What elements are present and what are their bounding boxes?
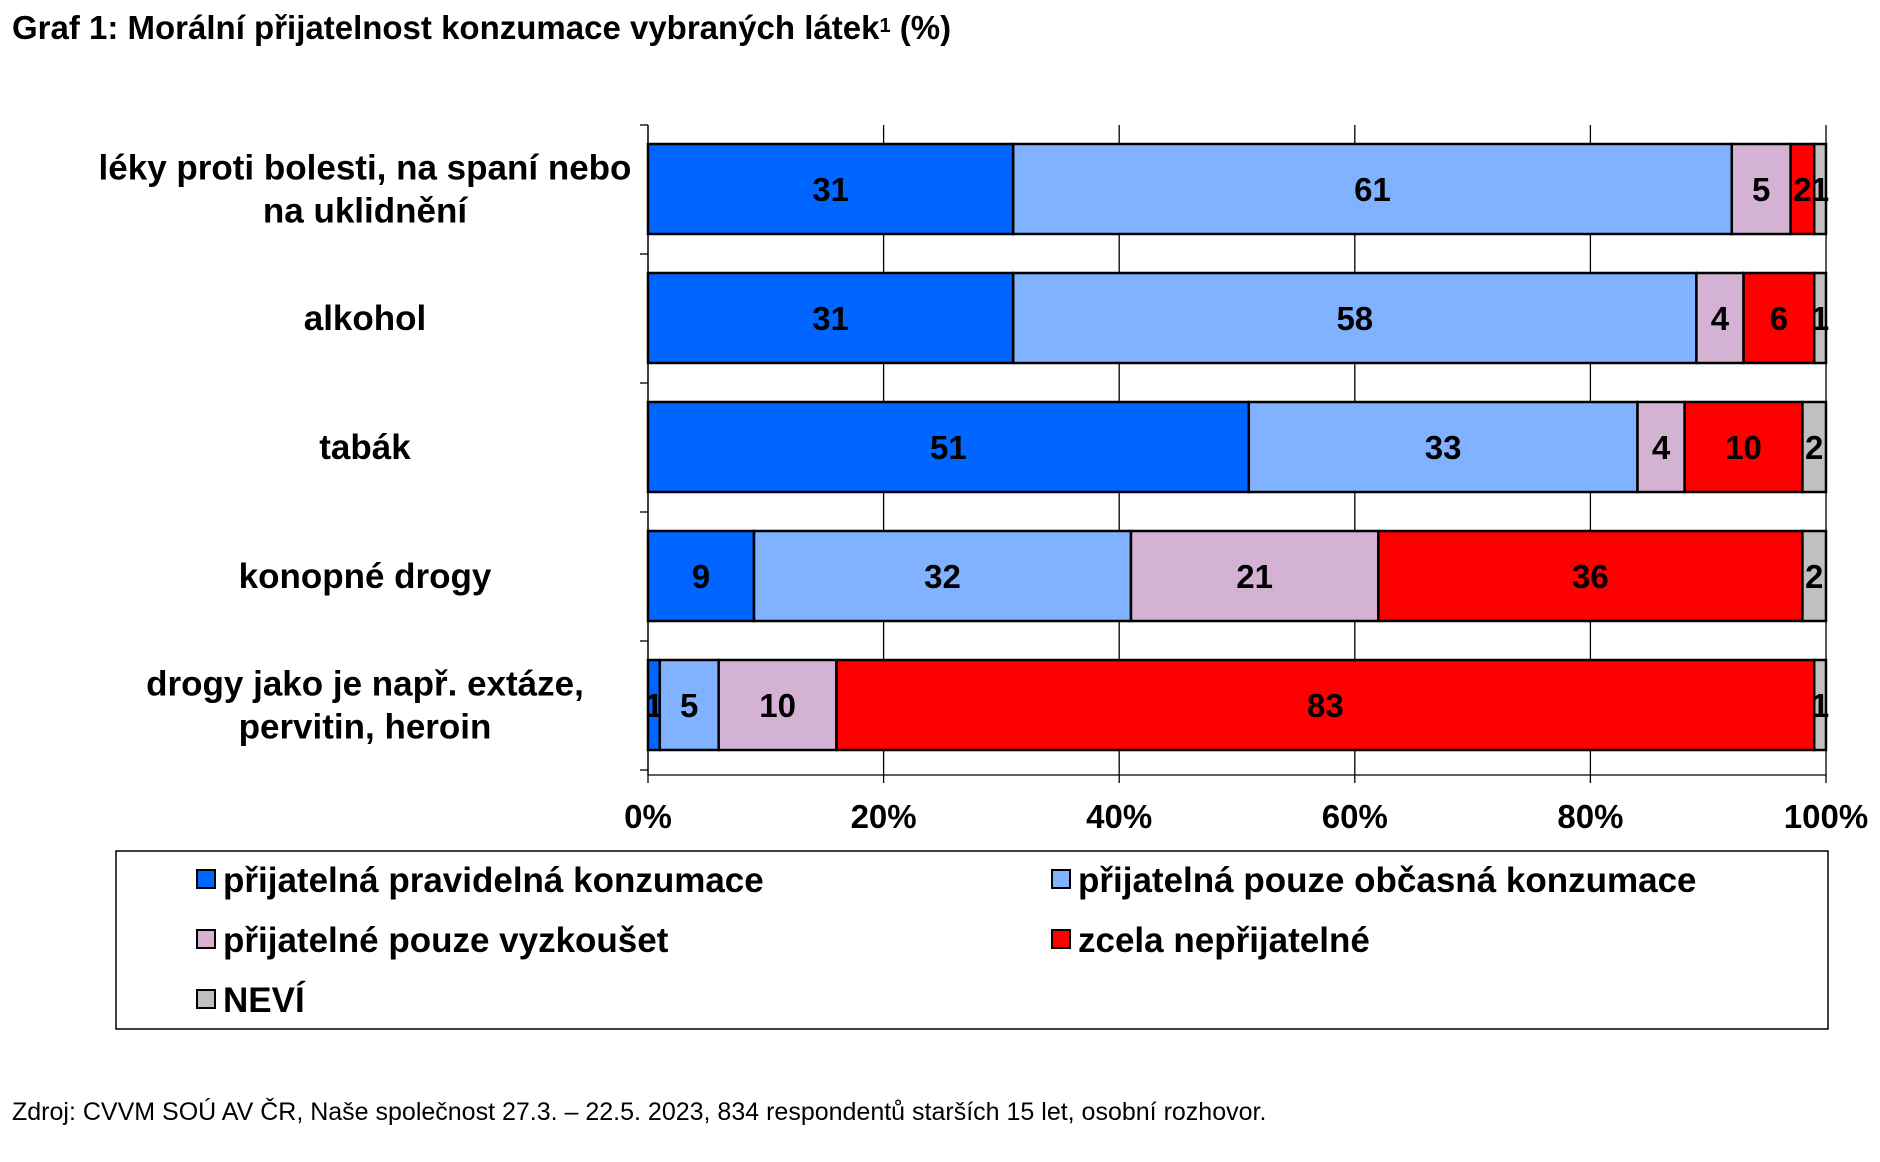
legend-box xyxy=(115,850,1829,1030)
legend-label: přijatelná pouze občasná konzumace xyxy=(1078,861,1697,900)
data-label: 31 xyxy=(812,300,849,337)
bar-segment xyxy=(752,529,1133,623)
bar-segment xyxy=(646,529,756,623)
category-label-line: tabák xyxy=(319,428,411,467)
legend-label: přijatelné pouze vyzkoušet xyxy=(223,921,669,960)
data-label: 4 xyxy=(1652,429,1671,466)
data-label: 1 xyxy=(645,687,663,724)
data-label: 9 xyxy=(692,558,710,595)
category-label: konopné drogy xyxy=(239,557,492,596)
data-label: 83 xyxy=(1307,687,1344,724)
data-label: 61 xyxy=(1354,171,1391,208)
bar-segment xyxy=(646,142,1015,236)
data-label: 2 xyxy=(1793,171,1811,208)
category-label: drogy jako je např. extáze, pervitin, her… xyxy=(146,665,584,747)
chart-title-suffix: (%) xyxy=(890,9,952,46)
source-note: Zdroj: CVVM SOÚ AV ČR, Naše společnost 2… xyxy=(12,1098,1267,1126)
category-label: léky proti bolesti, na spaní nebo na ukli… xyxy=(99,149,632,231)
x-tick-label: 0% xyxy=(624,798,672,835)
bar-segment xyxy=(658,658,720,752)
legend-swatch xyxy=(196,869,216,889)
bar-segment xyxy=(1801,529,1828,623)
x-tick-label: 80% xyxy=(1557,798,1623,835)
bar-segment xyxy=(1730,142,1792,236)
chart-title-text: Graf 1: Morální přijatelnost konzumace v… xyxy=(12,9,880,46)
category-label-line: alkohol xyxy=(304,299,427,338)
data-label: 31 xyxy=(812,171,849,208)
chart-title-superscript: 1 xyxy=(879,15,891,37)
data-label: 5 xyxy=(1752,171,1770,208)
bar-segment xyxy=(1683,400,1804,494)
bar-segment xyxy=(1011,271,1698,365)
data-label: 1 xyxy=(1811,171,1829,208)
legend-swatch xyxy=(196,989,216,1009)
bar-segment xyxy=(1011,142,1734,236)
bar-segment xyxy=(1377,529,1804,623)
category-label-line: drogy jako je např. extáze, xyxy=(146,665,584,704)
chart-title: Graf 1: Morální přijatelnost konzumace v… xyxy=(12,6,951,50)
stacked-bar-chart: 0% 20% 40% 60% 80% 100% léky proti bolesti, na… xyxy=(99,124,1868,1030)
data-label: 33 xyxy=(1425,429,1462,466)
category-label-line: na uklidnění xyxy=(263,192,468,231)
data-label: 6 xyxy=(1770,300,1788,337)
data-label: 1 xyxy=(1811,300,1829,337)
x-tick-label: 100% xyxy=(1784,798,1868,835)
data-label: 10 xyxy=(1725,429,1762,466)
data-label: 32 xyxy=(924,558,961,595)
category-label-line: pervitin, heroin xyxy=(239,708,492,747)
x-tick-label: 60% xyxy=(1322,798,1388,835)
category-label-line: konopné drogy xyxy=(239,557,492,596)
legend-label: NEVÍ xyxy=(223,980,306,1020)
data-label: 1 xyxy=(1811,687,1829,724)
data-label: 58 xyxy=(1336,300,1373,337)
bar-segment xyxy=(1801,400,1828,494)
legend-swatch xyxy=(1051,929,1071,949)
data-label: 4 xyxy=(1711,300,1730,337)
data-label: 36 xyxy=(1572,558,1609,595)
bar-segment xyxy=(1247,400,1639,494)
data-label: 2 xyxy=(1805,558,1823,595)
category-label: alkohol xyxy=(304,299,427,338)
bar-segment xyxy=(1742,271,1816,365)
bar-segment xyxy=(717,658,838,752)
x-tick-label: 20% xyxy=(851,798,917,835)
data-label: 10 xyxy=(759,687,796,724)
bar-segment xyxy=(1812,658,1828,752)
bar-segment xyxy=(1636,400,1686,494)
data-label: 2 xyxy=(1805,429,1823,466)
category-label: tabák xyxy=(319,428,411,467)
legend-swatch xyxy=(196,929,216,949)
bar-segment xyxy=(1812,142,1828,236)
legend-swatch xyxy=(1051,869,1071,889)
legend-label: přijatelná pravidelná konzumace xyxy=(223,861,764,900)
x-tick-label: 40% xyxy=(1086,798,1152,835)
data-label: 51 xyxy=(930,429,967,466)
data-label: 21 xyxy=(1236,558,1273,595)
bar-segment xyxy=(646,400,1251,494)
legend-label: zcela nepřijatelné xyxy=(1078,921,1370,960)
data-label: 5 xyxy=(680,687,698,724)
bar-segment xyxy=(1812,271,1828,365)
category-label-line: léky proti bolesti, na spaní nebo xyxy=(99,149,632,188)
